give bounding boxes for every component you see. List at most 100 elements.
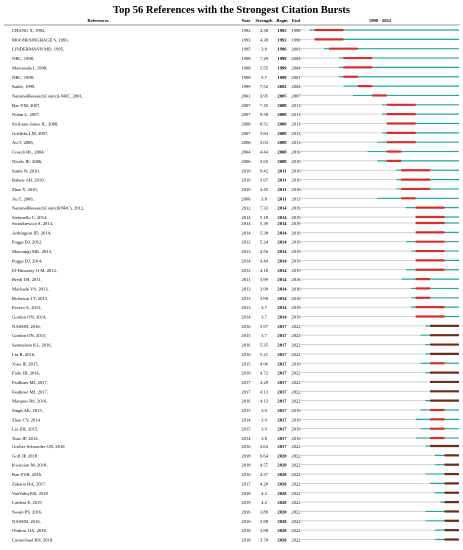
row-strength: 3.97 (260, 178, 269, 183)
row-begin: 2014 (277, 215, 287, 220)
row-strength: 5.7 (261, 75, 267, 80)
row-ref: Siciliano-Jones JL, 2008, (12, 122, 58, 128)
row-begin: 2008 (277, 150, 287, 155)
row-begin: 2020 (277, 491, 287, 496)
row-year: 2006 (241, 140, 251, 145)
row-begin: 2020 (277, 453, 287, 458)
row-begin: 2011 (278, 187, 288, 192)
row-ref: Marques RS, 2016, (12, 399, 47, 405)
row-begin: 2017 (277, 444, 287, 449)
row-ref: Gordon ON, 2014, (12, 315, 46, 321)
row-begin: 2008 (277, 131, 287, 136)
row-begin: 2020 (277, 481, 287, 486)
row-year: 2010 (241, 168, 251, 173)
row-strength: 3.9 (261, 427, 267, 432)
row-begin: 1996 (277, 47, 287, 52)
row-ref: Pogge DJ, 2014, (12, 258, 42, 264)
row-strength: 4.44 (260, 258, 269, 263)
row-strength: 4.37 (260, 472, 269, 477)
row-ref: NASEM, 2016, (12, 519, 41, 525)
row-year: 2011 (241, 277, 251, 282)
row-year: 2014 (241, 315, 251, 320)
row-end: 2019 (291, 305, 301, 310)
row-strength: 4.2 (261, 491, 267, 496)
row-end: 2022 (291, 509, 301, 514)
row-year: 2012 (241, 240, 251, 245)
row-ref: Mavroudis I, 1998, (12, 65, 47, 71)
row-begin: 2014 (277, 221, 287, 226)
row-strength: 4.13 (260, 389, 269, 394)
row-year: 2016 (241, 444, 251, 449)
row-year: 2014 (241, 417, 251, 422)
row-begin: 2020 (277, 509, 287, 514)
row-end: 2007 (291, 93, 301, 98)
row-year: 2016 (241, 343, 251, 348)
row-end: 2022 (291, 453, 301, 458)
row-strength: 5.18 (260, 215, 269, 220)
row-end: 2022 (291, 538, 301, 543)
row-ref: Favero A, 2013, (12, 305, 42, 311)
row-strength: 5.03 (260, 140, 269, 145)
row-strength: 3.95 (260, 93, 269, 98)
row-ref: Xiao JF, 2014, (12, 436, 39, 442)
row-ref: LINDERMANN MD, 1995, (12, 47, 64, 53)
row-begin: 2014 (277, 315, 287, 320)
row-end: 1998 (291, 37, 301, 42)
row-ref: NationalResearchCouncil-NRC, 2001, (12, 93, 83, 99)
row-year: 2018 (241, 538, 251, 543)
row-ref: Pogge DJ, 2012, (12, 240, 42, 246)
row-year: 2016 (241, 519, 251, 524)
row-begin: 2002 (277, 84, 287, 89)
row-year: 2016 (241, 472, 251, 477)
row-year: 2007 (241, 131, 251, 136)
row-begin: 2011 (278, 178, 288, 183)
row-begin: 2017 (277, 427, 287, 432)
row-end: 2004 (291, 84, 301, 89)
row-strength: 3.88 (260, 509, 269, 514)
row-year: 2015 (241, 361, 251, 366)
row-ref: Rahaw AB, 2010, (12, 178, 45, 184)
row-strength: 3.8 (261, 196, 267, 201)
row-strength: 4.72 (260, 371, 269, 376)
row-ref: Nolan L, 2007, (12, 112, 40, 118)
row-end: 2010 (291, 150, 301, 155)
row-ref: El-Husseiny O M, 2012, (12, 268, 57, 274)
row-ref: Nicols JE, 2006, (12, 159, 42, 165)
row-strength: 5.21 (260, 352, 269, 357)
row-end: 2019 (291, 221, 301, 226)
row-year: 1993 (241, 37, 251, 42)
row-year: 2019 (241, 500, 251, 505)
row-end: 2022 (291, 333, 301, 338)
row-end: 2022 (291, 324, 301, 329)
row-strength: 5.84 (260, 131, 269, 136)
row-end: 2013 (291, 112, 301, 117)
row-year: 2015 (241, 427, 251, 432)
row-year: 1992 (241, 28, 251, 33)
row-begin: 2020 (277, 519, 287, 524)
row-begin: 1993 (277, 28, 287, 33)
row-ref: Xiao JF, 2015, (12, 361, 39, 367)
row-end: 2016 (291, 296, 301, 301)
row-end: 2004 (291, 65, 301, 70)
row-end: 2001 (291, 75, 301, 80)
row-end: 2013 (291, 196, 301, 201)
row-strength: 5.35 (260, 343, 269, 348)
row-ref: NationalResearchCouncil(NRC), 2012, (12, 206, 84, 212)
row-year: 2014 (241, 436, 251, 441)
row-end: 2022 (291, 371, 301, 376)
row-strength: 4.56 (260, 249, 269, 254)
row-begin: 1999 (277, 65, 287, 70)
row-begin: 2017 (277, 324, 287, 329)
row-ref: MOONESINGHAGE S, 1993, (12, 37, 69, 43)
row-begin: 2020 (277, 500, 287, 505)
row-ref: Carmichael RN, 2018, (12, 538, 53, 544)
row-begin: 2008 (277, 122, 287, 127)
row-end: 2019 (291, 436, 301, 441)
row-ref: Grolier-Schroeder GN, 2016 (12, 444, 65, 450)
row-year: 2008 (241, 122, 251, 127)
row-strength: 4.45 (260, 187, 269, 192)
row-ref: Olukosi OA, 2018, (12, 528, 47, 534)
row-ref: Richeson J T, 2013, (12, 296, 48, 302)
row-strength: 4.28 (260, 481, 269, 486)
row-strength: 3.8 (261, 436, 267, 441)
